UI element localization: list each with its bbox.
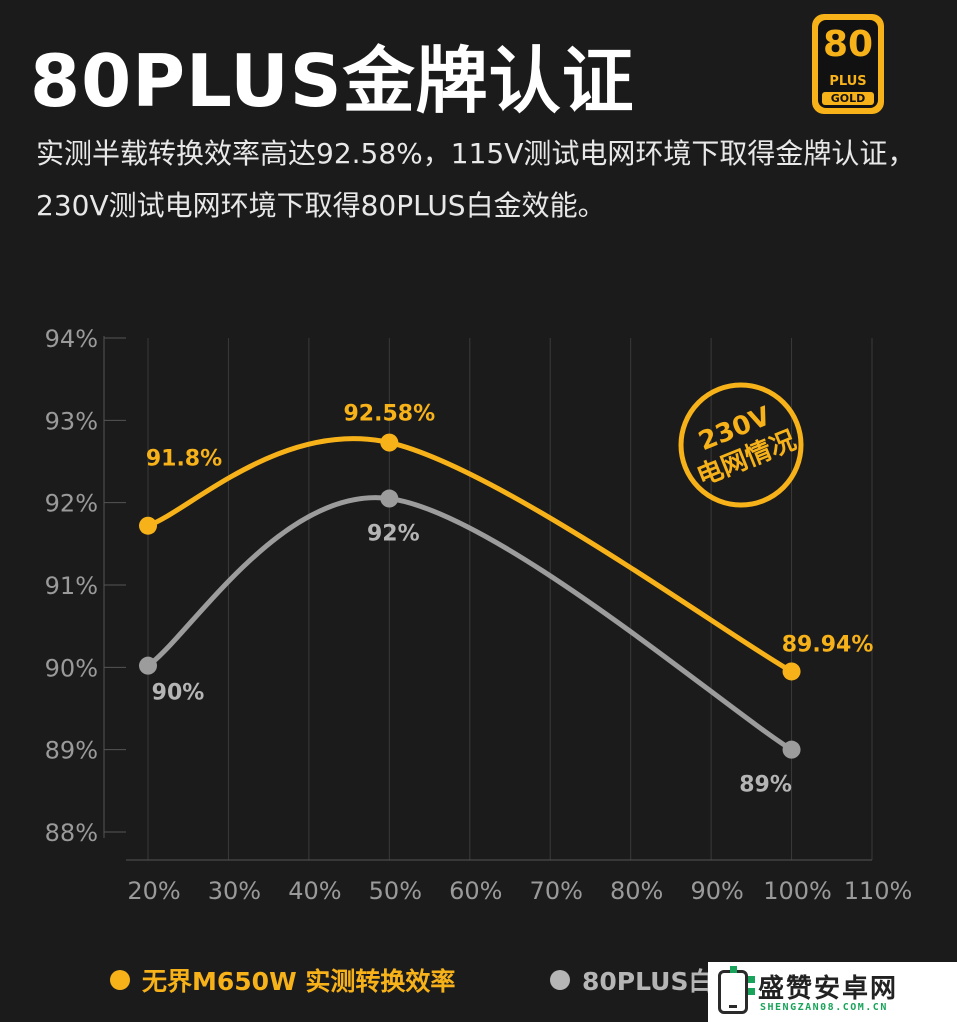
x-tick-label: 50%	[369, 877, 422, 905]
pixel-square	[748, 988, 755, 995]
badge-number: 80	[822, 24, 874, 65]
y-tick-label: 88%	[45, 819, 98, 847]
legend-label-platinum: 80PLUS白	[582, 967, 714, 996]
x-tick-label: 60%	[449, 877, 502, 905]
phone-icon	[718, 970, 748, 1014]
y-tick-label: 94%	[45, 325, 98, 353]
point-platinum	[380, 489, 399, 508]
x-tick-label: 70%	[530, 877, 583, 905]
y-tick-label: 91%	[45, 572, 98, 600]
data-label-platinum: 90%	[152, 681, 205, 706]
y-tick-label: 89%	[45, 737, 98, 765]
efficiency-chart: 94% 93% 92% 91% 90% 89% 88% 20% 30% 40% 50% 60% 70% 8…	[45, 325, 913, 905]
legend-label-measured: 无界M650W 实测转换效率	[142, 967, 456, 996]
x-tick-label: 100%	[763, 877, 832, 905]
legend-swatch-platinum	[550, 970, 570, 990]
page-title: 80PLUS金牌认证	[30, 39, 635, 123]
data-label-platinum: 89%	[739, 773, 792, 798]
x-tick-label: 20%	[127, 877, 180, 905]
watermark-title: 盛赞安卓网	[758, 974, 899, 1004]
point-measured	[139, 516, 157, 535]
y-tick-label: 92%	[45, 490, 98, 518]
data-label-measured: 89.94%	[782, 632, 874, 657]
series-line-measured	[145, 436, 795, 674]
data-label-measured: 92.58%	[344, 402, 436, 427]
badge-gold: GOLD	[822, 92, 874, 105]
legend-item-platinum: 80PLUS白	[550, 962, 713, 998]
legend-item-measured: 无界M650W 实测转换效率	[110, 962, 455, 998]
point-measured	[782, 662, 801, 681]
y-tick-label: 90%	[45, 654, 98, 682]
series-line-platinum	[145, 495, 795, 753]
chart-legend: 无界M650W 实测转换效率 80PLUS白	[0, 962, 957, 1002]
subtitle: 实测半载转换效率高达92.58%，115V测试电网环境下取得金牌认证，230V测…	[36, 137, 916, 222]
point-platinum	[139, 656, 157, 675]
point-measured	[380, 433, 399, 452]
230v-stamp: 230V 电网情况	[678, 382, 804, 508]
site-watermark: 盛赞安卓网 SHENGZAN08.COM.CN	[708, 962, 957, 1022]
data-label-measured: 91.8%	[146, 447, 222, 472]
y-tick-label: 93%	[45, 407, 98, 435]
pixel-square	[748, 976, 755, 983]
x-tick-label: 90%	[690, 877, 743, 905]
pixel-square	[730, 966, 737, 973]
x-tick-label: 80%	[610, 877, 663, 905]
data-label-platinum: 92%	[367, 522, 420, 547]
watermark-url: SHENGZAN08.COM.CN	[760, 1002, 888, 1013]
x-tick-label: 40%	[288, 877, 341, 905]
x-tick-label: 30%	[208, 877, 261, 905]
80plus-gold-badge: 80 PLUS GOLD	[812, 14, 884, 114]
badge-plus: PLUS	[829, 74, 867, 89]
point-platinum	[782, 740, 801, 759]
legend-swatch-measured	[110, 970, 130, 990]
x-tick-label: 110%	[844, 877, 913, 905]
